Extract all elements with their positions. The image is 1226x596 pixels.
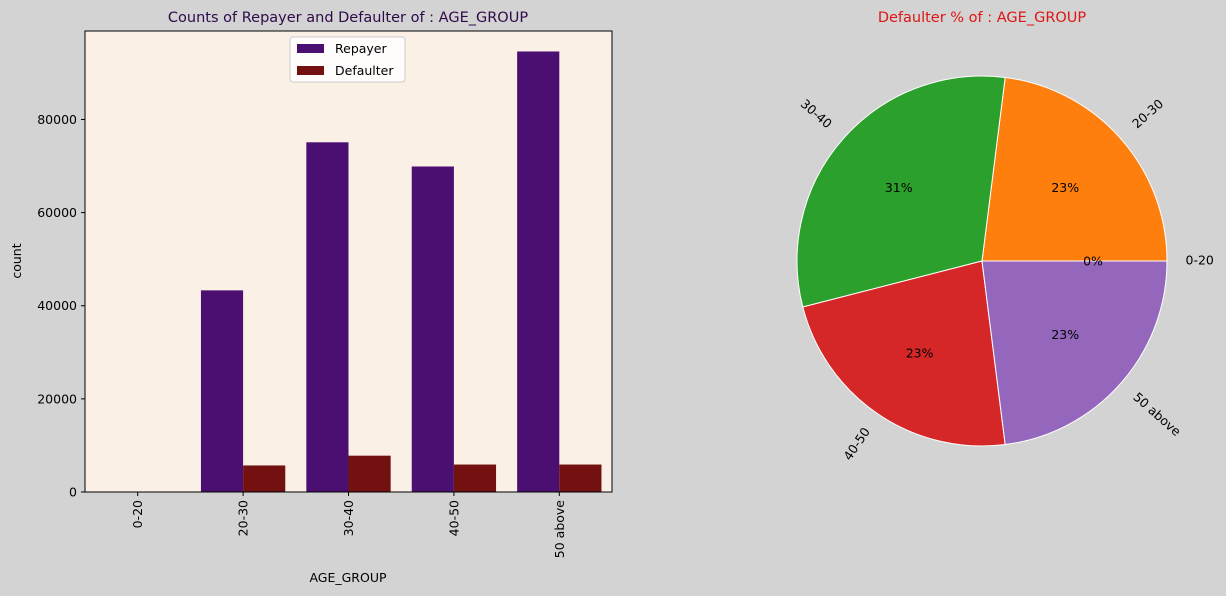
- y-tick-label: 60000: [37, 205, 77, 220]
- pie-slice-40-50: [802, 260, 1006, 447]
- bar-repayer-30-40: [306, 142, 349, 492]
- x-tick-label: 20-30: [236, 500, 251, 536]
- x-tick-label: 30-40: [341, 500, 356, 536]
- pie-chart: Defaulter % of : AGE_GROUP 0% 0-20 23% 20-3…: [796, 10, 1214, 463]
- legend-swatch-defaulter: [297, 66, 324, 75]
- y-axis-label: count: [9, 243, 24, 278]
- bar-defaulter-40-50: [453, 464, 497, 492]
- bar-repayer-50-above: [517, 51, 560, 492]
- y-tick-label: 80000: [37, 112, 77, 127]
- pie-pct-label-40-50: 23%: [906, 345, 934, 360]
- bar-repayer-20-30: [200, 290, 244, 492]
- y-tick-label: 20000: [37, 391, 77, 406]
- pie-category-label-40-50: 40-50: [840, 424, 873, 463]
- pie-slices: [796, 75, 1168, 447]
- pie-category-label-0-20: 0-20: [1186, 253, 1214, 268]
- pie-pct-label-0-20: 0%: [1083, 254, 1103, 269]
- y-ticks: 0 20000 40000 60000 80000: [37, 112, 85, 500]
- legend-label-defaulter: Defaulter: [335, 63, 394, 78]
- x-ticks: 0-20 20-30 30-40 40-50 50 above: [130, 492, 567, 558]
- y-tick-label: 0: [69, 485, 77, 500]
- bar-repayer-40-50: [411, 166, 454, 493]
- bar-chart-title: Counts of Repayer and Defaulter of : AGE…: [168, 10, 528, 26]
- bar-chart: Counts of Repayer and Defaulter of : AGE…: [9, 10, 613, 585]
- pie-slice-20-30: [981, 76, 1168, 262]
- x-tick-label: 50 above: [552, 500, 567, 559]
- bar-plot-frame: [84, 30, 613, 493]
- pie-slice-50-above: [981, 260, 1168, 446]
- bar-defaulter-20-30: [243, 465, 286, 492]
- pie-category-label-50-above: 50 above: [1130, 389, 1184, 439]
- pie-chart-title: Defaulter % of : AGE_GROUP: [878, 10, 1087, 26]
- pie-pct-label-30-40: 31%: [885, 180, 913, 195]
- pie-slice-30-40: [796, 75, 1006, 308]
- legend-swatch-repayer: [297, 44, 324, 53]
- y-tick-label: 40000: [37, 298, 77, 313]
- pie-pct-label-50-above: 23%: [1051, 327, 1079, 342]
- pie-category-label-30-40: 30-40: [798, 96, 835, 131]
- x-axis-label: AGE_GROUP: [309, 570, 387, 585]
- bar-defaulter-50-above: [559, 464, 602, 492]
- bar-legend: Repayer Defaulter: [289, 36, 406, 83]
- x-tick-label: 40-50: [446, 500, 461, 536]
- pie-pct-label-20-30: 23%: [1051, 180, 1079, 195]
- legend-label-repayer: Repayer: [335, 41, 387, 56]
- bar-defaulter-30-40: [348, 455, 391, 492]
- x-tick-label: 0-20: [130, 500, 145, 528]
- bar-marks: [200, 51, 602, 493]
- pie-category-label-20-30: 20-30: [1129, 96, 1166, 131]
